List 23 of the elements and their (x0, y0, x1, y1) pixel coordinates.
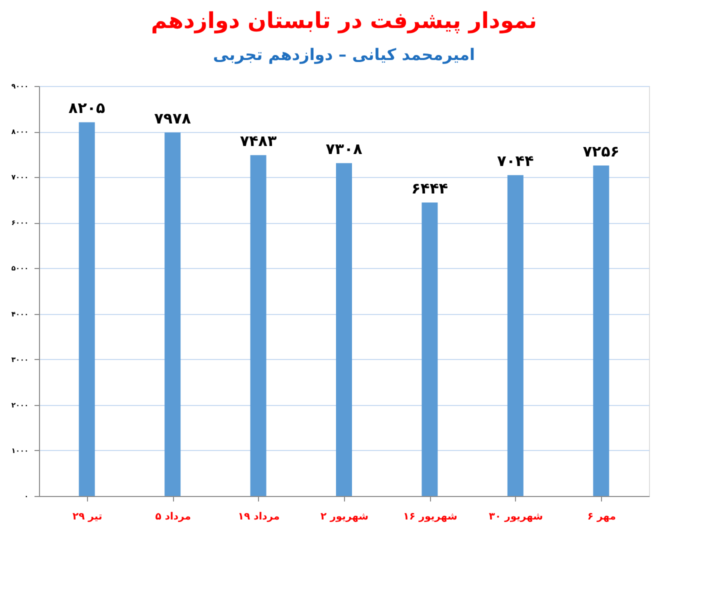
x-tick-label: ۱۶ شهریور (403, 512, 458, 522)
data-label: ۷۲۵۶ (582, 142, 620, 160)
data-label: ۸۲۰۵ (68, 99, 106, 118)
data-label: ۷۴۸۳ (240, 132, 277, 150)
chart-subtitle: امیرمحمد کیانی – دوازدهم تجربی (213, 45, 475, 64)
data-label: ۷۰۴۴ (497, 152, 534, 170)
bar (164, 132, 181, 496)
data-label: ۷۹۷۸ (154, 110, 191, 128)
bar (336, 163, 352, 496)
data-label: ۶۴۴۴ (411, 179, 448, 198)
chart-title: نمودار پیشرفت در تابستان دوازدهم (150, 9, 538, 34)
bar (250, 155, 266, 496)
bar (593, 165, 610, 496)
x-tick-label: ۱۹ مرداد (238, 512, 280, 522)
data-label: ۷۳۰۸ (326, 140, 362, 158)
bar (422, 202, 438, 496)
bar (507, 175, 524, 496)
x-tick-label: ۲ شهریور (320, 512, 369, 522)
x-tick-label: ۶ مهر (587, 512, 616, 522)
x-tick-label: ۳۰ شهریور (488, 512, 544, 522)
bar (78, 122, 95, 496)
x-tick-label: ۵ مرداد (155, 512, 191, 522)
x-tick-label: ۲۹ تیر (72, 512, 102, 522)
